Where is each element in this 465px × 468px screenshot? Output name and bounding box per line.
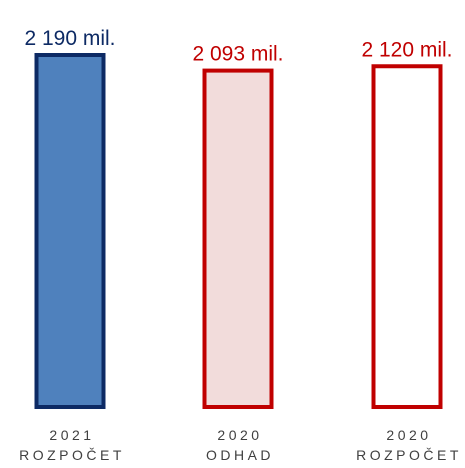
category-label-1-line-2: ROZPOČET: [19, 447, 125, 463]
category-label-2-line-2: ODHAD: [206, 447, 274, 463]
category-label-3-line-2: ROZPOČET: [356, 447, 462, 463]
category-label-1-line-1: 2021: [49, 427, 94, 443]
bar-1: [34, 53, 106, 409]
data-label-3: 2 120 mil.: [361, 38, 452, 61]
labels-group: 2 190 mil. 2021 ROZPOČET 2 093 mil. 2020 ODHA…: [19, 27, 462, 463]
data-label-1: 2 190 mil.: [24, 27, 115, 50]
bars-group: [34, 53, 443, 410]
bar-2: [202, 68, 274, 409]
category-label-2-line-1: 2020: [217, 427, 262, 443]
data-label-2: 2 093 mil.: [192, 43, 283, 66]
bar-3: [371, 64, 443, 410]
category-label-3-line-1: 2020: [386, 427, 431, 443]
